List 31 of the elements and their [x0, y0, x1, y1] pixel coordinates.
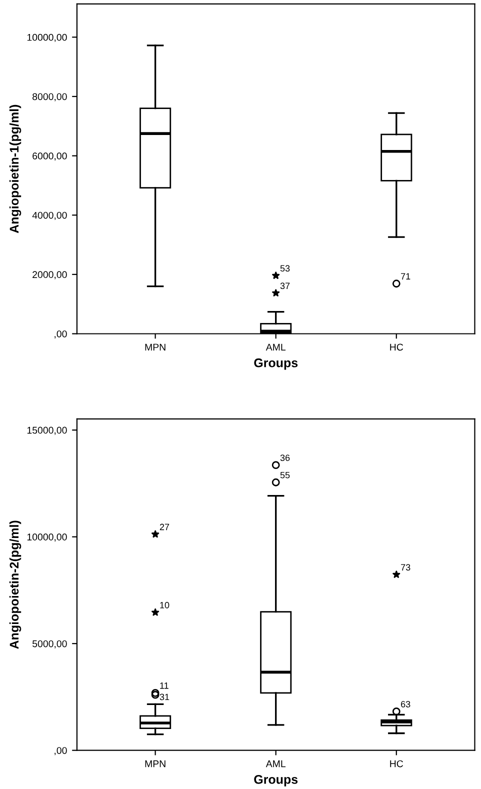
x-tick-label: HC	[390, 344, 404, 351]
annotation: 36	[280, 454, 290, 461]
annotation: 11	[160, 682, 168, 689]
x-tick-label: AML	[266, 344, 286, 351]
annotation: 73	[401, 564, 410, 571]
annotation: 55	[280, 472, 290, 478]
y-axis-title: Angiopoietin-1(pg/ml)	[9, 104, 22, 234]
annotation: 71	[401, 273, 410, 280]
x-axis-title: Groups	[254, 775, 298, 786]
annotation: 27	[160, 524, 170, 530]
y-tick-label: 2000,00	[32, 271, 67, 280]
x-tick-label: HC	[390, 760, 404, 768]
y-tick-label: 10000,00	[27, 34, 67, 42]
y-axis-title: Angiopoietin-2(pg/ml)	[9, 520, 22, 649]
y-tick-label: 8000,00	[32, 93, 67, 102]
y-tick-label: 15000,00	[27, 426, 67, 435]
annotation: 10	[160, 602, 170, 608]
annotation: 63	[401, 701, 410, 708]
annotation: 31	[160, 694, 170, 700]
x-axis-title: Groups	[254, 358, 298, 370]
y-tick-label: ,00	[54, 330, 67, 339]
y-tick-label: ,00	[54, 747, 67, 756]
y-tick-label: 5000,00	[32, 640, 67, 648]
x-tick-label: AML	[266, 760, 286, 768]
y-tick-label: 4000,00	[32, 212, 67, 220]
annotation: 37	[280, 282, 290, 290]
x-tick-label: MPN	[145, 344, 166, 351]
y-tick-label: 10000,00	[27, 534, 67, 542]
annotation: 53	[280, 265, 290, 272]
x-tick-label: MPN	[145, 760, 166, 768]
y-tick-label: 6000,00	[32, 152, 67, 161]
